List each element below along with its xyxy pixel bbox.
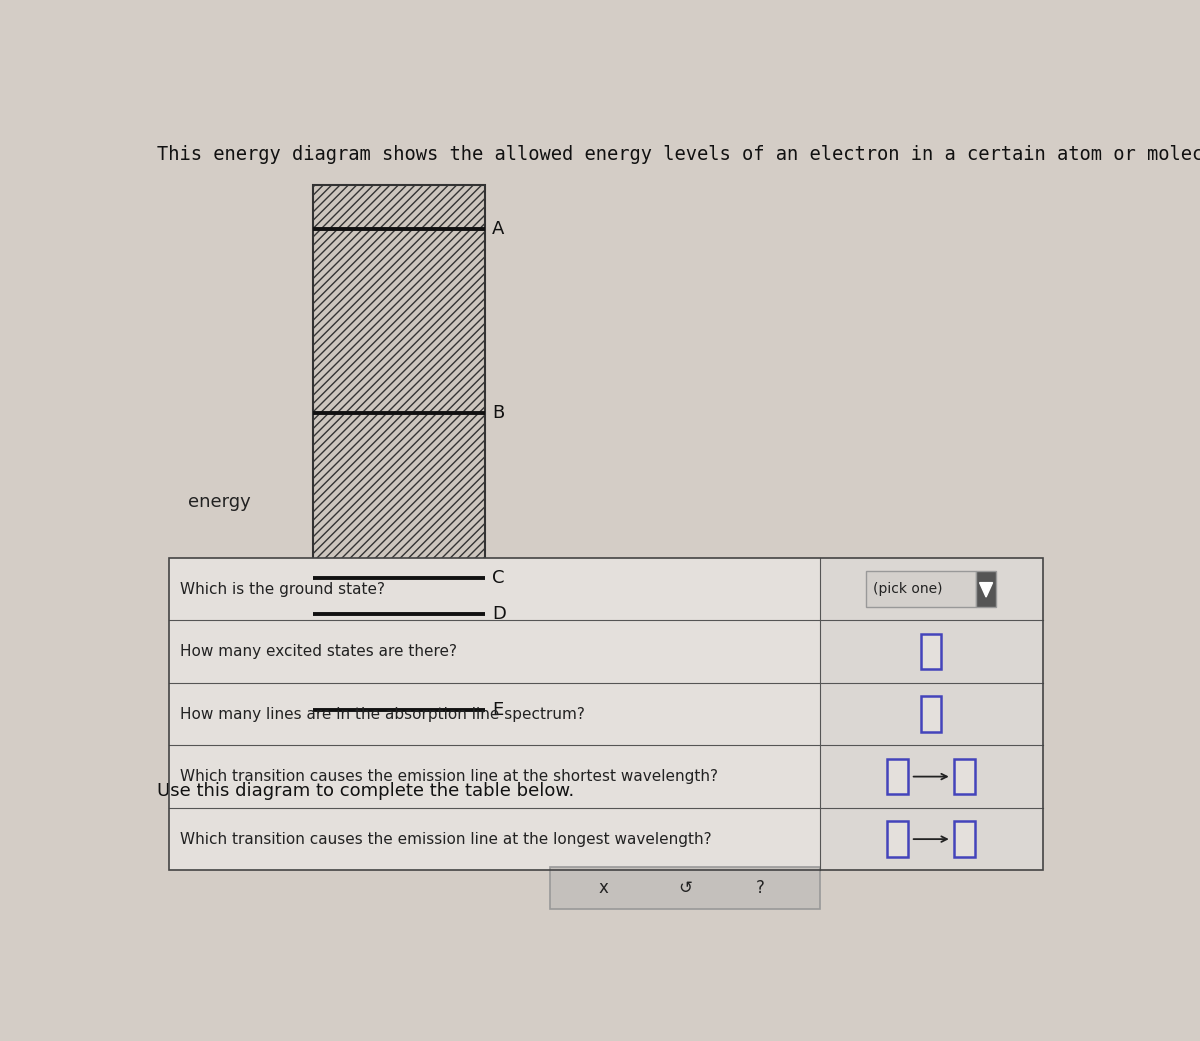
Text: This energy diagram shows the allowed energy levels of an electron in a certain : This energy diagram shows the allowed en… [157,145,1200,164]
Text: (pick one): (pick one) [872,582,942,596]
Bar [168,558,1043,870]
Text: B: B [492,405,504,423]
Bar [168,683,1043,745]
Text: C: C [492,568,505,587]
Text: Which is the ground state?: Which is the ground state? [180,582,385,596]
Bar [976,570,996,607]
Text: energy: energy [188,492,251,511]
Text: x: x [599,879,608,897]
Bar [866,570,976,607]
Text: Use this diagram to complete the table below.: Use this diagram to complete the table b… [157,782,575,801]
Bar [168,558,1043,620]
Polygon shape [979,583,992,598]
Text: ↺: ↺ [678,879,691,897]
Bar [820,683,1043,745]
Bar [888,821,908,857]
Bar [168,745,1043,808]
Bar [820,558,1043,620]
Bar [954,759,974,794]
Bar [168,620,1043,683]
Bar [168,808,1043,870]
Text: ?: ? [756,879,764,897]
Bar [920,634,942,669]
Text: A: A [492,220,505,238]
Text: How many excited states are there?: How many excited states are there? [180,644,457,659]
Bar [820,745,1043,808]
Text: Which transition causes the emission line at the shortest wavelength?: Which transition causes the emission lin… [180,769,718,784]
Text: E: E [492,701,504,719]
Bar [820,808,1043,870]
Bar [920,696,942,732]
Text: Which transition causes the emission line at the longest wavelength?: Which transition causes the emission lin… [180,832,712,846]
Bar [550,867,820,909]
Text: D: D [492,605,506,623]
Bar [820,620,1043,683]
Text: How many lines are in the absorption line spectrum?: How many lines are in the absorption lin… [180,707,584,721]
Bar [954,821,974,857]
Bar [313,185,485,779]
Bar [888,759,908,794]
